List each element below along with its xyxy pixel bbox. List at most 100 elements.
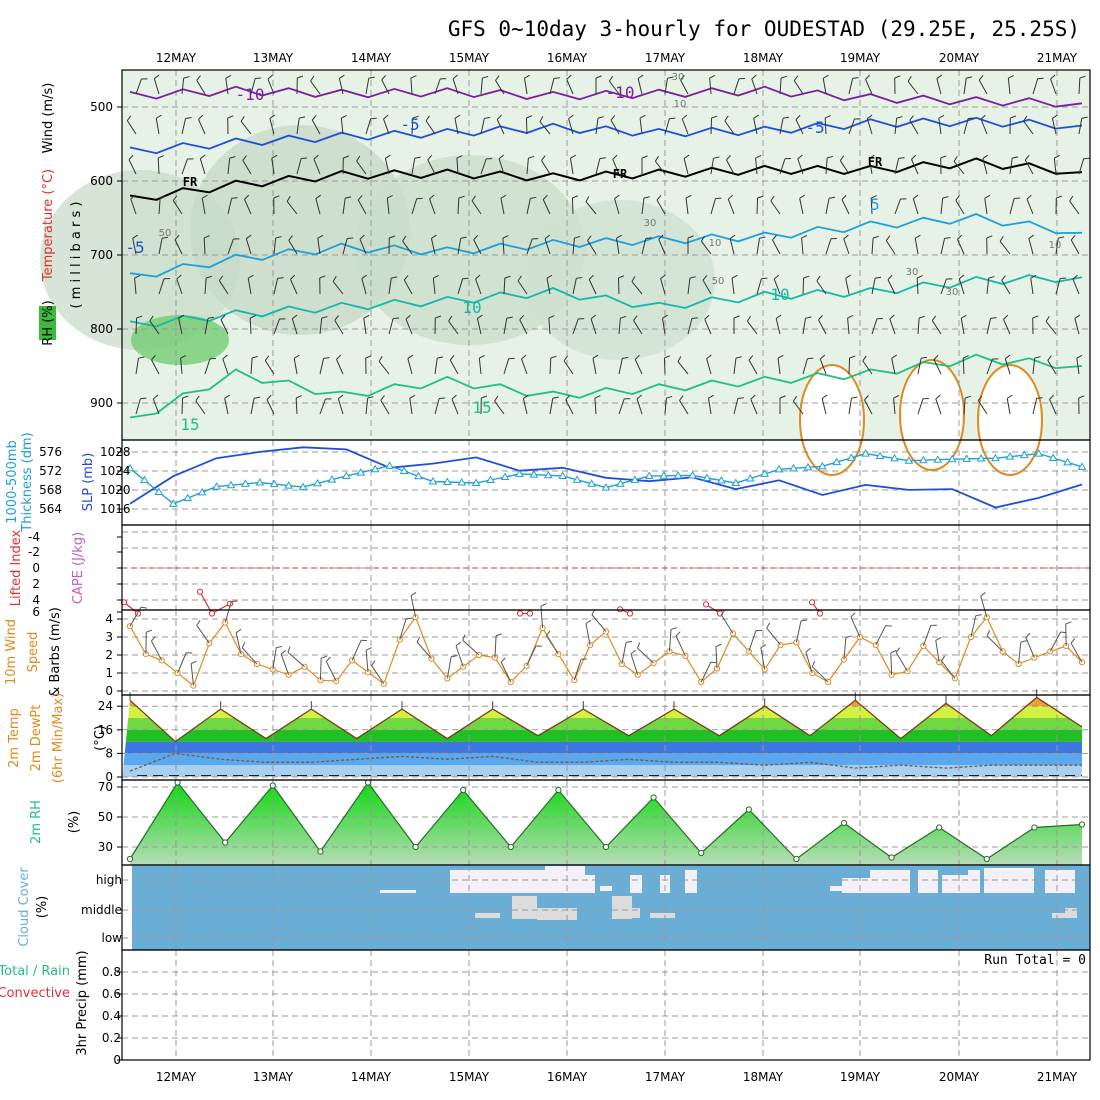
wind-barb — [524, 74, 530, 95]
barb-shaft — [498, 158, 505, 175]
upper-ytick: 700 — [90, 248, 113, 262]
wind-barb — [153, 74, 160, 95]
barb-shaft — [546, 278, 551, 295]
barb-flag — [731, 274, 738, 279]
barb-flag — [371, 660, 376, 666]
barb-flag — [1028, 234, 1035, 239]
barb-shaft — [756, 197, 759, 215]
wind-barb — [365, 117, 377, 135]
barb-shaft — [363, 318, 367, 335]
barb-flag — [412, 115, 419, 119]
barb-flag — [297, 75, 304, 79]
cloud-high-block — [380, 890, 416, 893]
surface-wind-barb — [573, 658, 588, 681]
barb-shaft — [381, 79, 390, 95]
wind-barb — [887, 274, 896, 295]
thickness-marker — [1005, 452, 1015, 460]
barb-shaft — [1028, 238, 1034, 255]
barb-flag — [631, 276, 636, 282]
surface-wind-barb — [941, 655, 956, 679]
barb-flag — [819, 354, 826, 360]
barb-flag — [599, 157, 606, 159]
wind-speed-marker — [983, 614, 990, 621]
bottom-date-label: 21MAY — [1037, 1070, 1078, 1084]
thickness-marker — [486, 475, 495, 484]
barb-shaft — [1078, 158, 1085, 175]
barb-flag — [959, 274, 965, 280]
barb-flag — [288, 235, 293, 241]
wind-barb — [871, 317, 883, 335]
wind-barb — [792, 395, 804, 415]
barb-flag — [264, 355, 270, 361]
barb-flag — [462, 634, 466, 641]
barb-shaft — [756, 278, 762, 295]
barb-shaft — [296, 158, 302, 175]
barb-shaft — [526, 198, 531, 215]
wind-barb — [733, 315, 740, 334]
barb-shaft — [494, 400, 505, 415]
barb-shaft — [290, 279, 298, 295]
wind-barb — [999, 236, 1011, 255]
wind-barb — [273, 318, 286, 335]
cloud-high-block — [842, 878, 870, 893]
cloud-ylabel-part: Cloud Cover — [17, 867, 32, 947]
barb-flag — [920, 356, 928, 359]
barb-flag — [393, 317, 400, 320]
barb-flag — [942, 196, 949, 199]
barb-flag — [622, 356, 629, 359]
barb-flag — [451, 655, 458, 658]
surface-wind-barb — [1018, 640, 1027, 665]
contour-label: 10 — [674, 99, 687, 110]
barb-shaft — [449, 359, 459, 375]
barb-shaft — [351, 640, 362, 661]
barb-shaft — [503, 318, 508, 335]
wind-barb — [793, 75, 804, 95]
wind-barb — [595, 75, 602, 94]
barb-shaft — [273, 278, 279, 295]
cloud-high-block — [450, 870, 545, 893]
barb-flag — [1012, 156, 1019, 159]
wind-barb — [383, 114, 390, 135]
barb-flag — [356, 155, 361, 162]
barb-shaft — [839, 160, 850, 175]
barb-shaft — [295, 397, 298, 415]
barb-shaft — [319, 318, 323, 335]
barb-flag — [286, 196, 291, 202]
thickness-marker — [370, 464, 380, 473]
surface-wind-barb — [805, 647, 813, 674]
barb-flag — [452, 74, 459, 80]
barb-flag — [733, 315, 740, 319]
wind-barb — [980, 114, 988, 135]
barb-shaft — [539, 121, 551, 135]
barb-shaft — [454, 118, 459, 135]
wind-barb — [480, 75, 489, 95]
wind-barb — [471, 195, 482, 215]
wind-barb — [218, 275, 229, 295]
wind-barb — [336, 354, 344, 375]
barb-flag — [944, 237, 951, 239]
wind-barb — [204, 357, 216, 375]
barb-flag — [1081, 116, 1088, 119]
rh-shading — [525, 200, 715, 360]
barb-flag — [439, 397, 446, 400]
wind-barb — [201, 194, 208, 215]
wind-barb — [227, 115, 234, 135]
thickness-marker — [890, 453, 899, 462]
barb-flag — [231, 197, 238, 199]
surface-wind-barb — [351, 639, 368, 661]
barb-shaft — [773, 278, 781, 295]
wind-barb — [356, 155, 367, 175]
wind-ylabel-part: & Barbs (m/s) — [48, 607, 63, 697]
wind-barb — [130, 194, 137, 215]
wind-barb — [247, 274, 254, 295]
barb-flag — [385, 154, 391, 159]
wind-barb — [388, 317, 400, 335]
barb-flag — [1032, 315, 1039, 319]
barb-flag — [822, 74, 829, 79]
thickness-marker — [832, 457, 842, 466]
thickness-marker — [298, 482, 308, 491]
wind-barb — [756, 277, 768, 295]
wind-barb — [729, 234, 736, 255]
barb-flag — [293, 354, 300, 359]
wind-barb — [779, 395, 786, 414]
